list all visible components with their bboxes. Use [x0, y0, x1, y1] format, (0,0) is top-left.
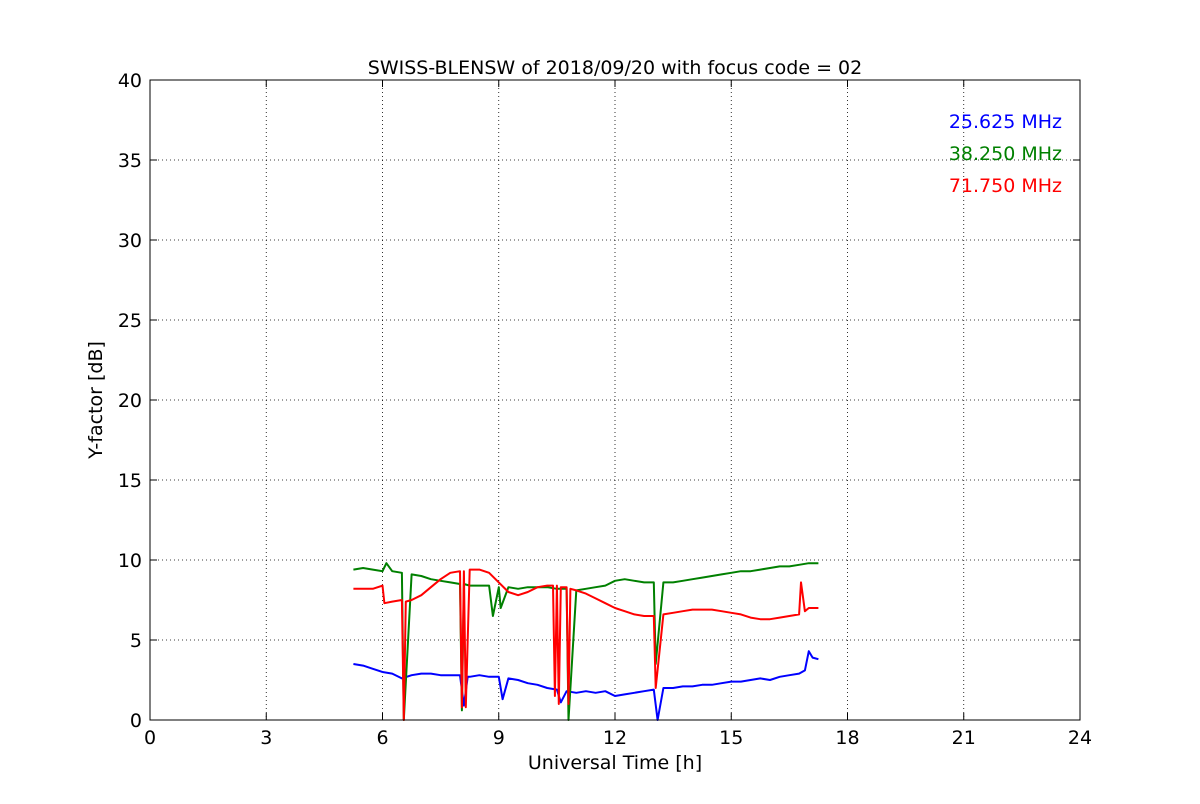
series-lines	[353, 562, 819, 721]
legend: 25.625 MHz 38.250 MHz 71.750 MHz	[949, 111, 1062, 197]
x-tick-label: 6	[376, 727, 388, 749]
chart-title: SWISS-BLENSW of 2018/09/20 with focus co…	[368, 57, 862, 79]
x-tick-label: 15	[719, 727, 743, 749]
x-axis-label: Universal Time [h]	[528, 752, 702, 774]
y-tick-label: 5	[130, 630, 142, 652]
y-tick-label: 20	[118, 390, 142, 412]
x-tick-label: 24	[1068, 727, 1092, 749]
series-line	[353, 650, 819, 721]
y-tick-label: 0	[130, 710, 142, 732]
y-tick-label: 30	[118, 230, 142, 252]
x-tick-label: 18	[835, 727, 859, 749]
legend-entry: 71.750 MHz	[949, 175, 1062, 197]
legend-entry: 25.625 MHz	[949, 111, 1062, 133]
y-tick-label: 15	[118, 470, 142, 492]
x-tick-label: 21	[952, 727, 976, 749]
grid-lines	[150, 80, 1080, 720]
x-tick-label: 3	[260, 727, 272, 749]
y-tick-label: 35	[118, 150, 142, 172]
x-tick-label: 9	[493, 727, 505, 749]
y-tick-label: 10	[118, 550, 142, 572]
x-tick-label: 12	[603, 727, 627, 749]
y-axis-label: Y-factor [dB]	[85, 341, 107, 460]
x-tick-label: 0	[144, 727, 156, 749]
y-tick-label: 40	[118, 70, 142, 92]
y-tick-label: 25	[118, 310, 142, 332]
legend-entry: 38.250 MHz	[949, 143, 1062, 165]
series-line	[353, 568, 819, 721]
tick-labels: 0 3 6 9 12 15 18 21 24 0 5 10 15 20 25 30 35 40	[118, 70, 1092, 749]
plot-frame	[149, 79, 1081, 721]
